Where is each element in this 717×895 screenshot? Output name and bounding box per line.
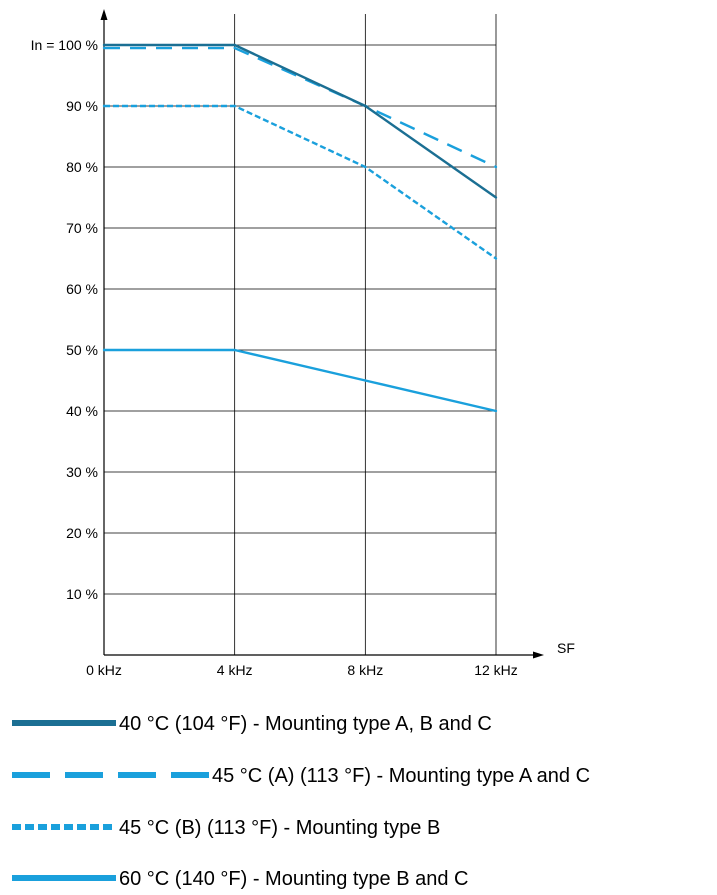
- series-point: [102, 104, 106, 108]
- series-point: [364, 165, 367, 169]
- x-tick-label: 4 kHz: [217, 662, 253, 678]
- series-point: [233, 104, 236, 108]
- series-point: [102, 43, 106, 47]
- y-tick-label: In = 100 %: [31, 37, 98, 53]
- series-line: [104, 104, 497, 260]
- series-point: [102, 46, 106, 50]
- legend-label: 45 °C (A) (113 °F) - Mounting type A and…: [212, 765, 590, 787]
- x-axis-arrow: [533, 651, 544, 659]
- series-point: [494, 409, 498, 413]
- y-tick-label: 50 %: [66, 342, 98, 358]
- series-point: [233, 348, 236, 352]
- y-axis-arrow: [100, 9, 108, 20]
- y-tick-label: 40 %: [66, 403, 98, 419]
- series-line: [104, 46, 497, 169]
- legend-label: 40 °C (104 °F) - Mounting type A, B and …: [119, 713, 492, 735]
- y-tick-label: 10 %: [66, 586, 98, 602]
- legend-label: 60 °C (140 °F) - Mounting type B and C: [119, 868, 469, 890]
- series-point: [364, 104, 367, 108]
- x-tick-label: 8 kHz: [347, 662, 383, 678]
- legend-label: 45 °C (B) (113 °F) - Mounting type B: [119, 817, 440, 839]
- series-point: [364, 379, 367, 382]
- series-line: [104, 348, 497, 413]
- y-tick-label: 20 %: [66, 525, 98, 541]
- x-tick-label: 12 kHz: [474, 662, 518, 678]
- y-tick-label: 60 %: [66, 281, 98, 297]
- series-point: [233, 43, 236, 47]
- series-line: [104, 43, 497, 199]
- series-point: [233, 46, 236, 50]
- series-point: [102, 348, 106, 352]
- y-tick-label: 90 %: [66, 98, 98, 114]
- y-tick-label: 70 %: [66, 220, 98, 236]
- y-tick-label: 30 %: [66, 464, 98, 480]
- series-point: [494, 196, 498, 199]
- y-tick-label: 80 %: [66, 159, 98, 175]
- series-point: [494, 257, 498, 260]
- x-axis-label: SF: [557, 640, 575, 656]
- series-point: [494, 165, 498, 169]
- x-tick-label: 0 kHz: [86, 662, 122, 678]
